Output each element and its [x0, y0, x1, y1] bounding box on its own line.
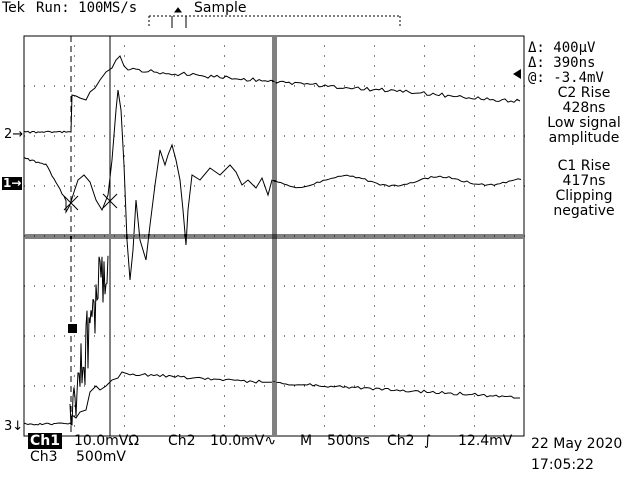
timebase-label: M: [300, 433, 313, 449]
c2-note-line: 428ns: [562, 100, 606, 116]
c2-note: C2 Rise 428ns Low signal amplitude: [528, 86, 640, 146]
trigger-slope-icon: ∫: [424, 433, 432, 449]
ch1-label[interactable]: Ch1: [28, 433, 62, 449]
trigger-level: 12.4mV: [458, 433, 513, 449]
graticule-grid: [23, 35, 525, 437]
c2-note-line: C2 Rise: [557, 85, 611, 101]
timebase-scale: 500ns: [327, 433, 370, 449]
c1-note-line: C1 Rise: [557, 158, 611, 174]
ch1-marker: 1→: [2, 176, 23, 190]
at-voltage-readout: @: -3.4mV: [528, 70, 604, 86]
cursor-cross-2: [102, 193, 118, 209]
ch1-scale: 10.0mVΩ: [74, 433, 140, 449]
ch3-trace: [23, 371, 520, 426]
run-status: Run: 100MS/s: [36, 0, 138, 16]
trigger-marker: [68, 324, 77, 333]
c1-note-line: 417ns: [562, 173, 606, 189]
c1-note-line: Clipping: [555, 188, 613, 204]
time-readout: 17:05:22: [531, 457, 594, 473]
ch3-scale: 500mV: [76, 449, 126, 465]
ch2-label[interactable]: Ch2: [168, 433, 196, 449]
delta-voltage-readout: Δ: 400µV: [528, 40, 596, 56]
brand-label: Tek: [2, 0, 25, 16]
ch3-edge-noise: [69, 255, 109, 426]
date-readout: 22 May 2020: [531, 436, 623, 452]
trigger-level-arrow: [513, 69, 521, 79]
ch2-trace: [23, 55, 521, 134]
cursor-cross-1: [63, 195, 79, 211]
ch2-marker: 2→: [4, 127, 24, 142]
ch1-trace: [23, 89, 522, 281]
delta-time-readout: Δ: 390ns: [528, 55, 596, 71]
record-bracket: [148, 7, 401, 28]
ch3-label[interactable]: Ch3: [30, 449, 58, 465]
c1-note-line: negative: [553, 203, 615, 219]
c1-note: C1 Rise 417ns Clipping negative: [528, 159, 640, 219]
acquisition-mode: Sample: [194, 0, 247, 16]
c2-note-line: Low signal: [547, 115, 621, 131]
ch2-scale: 10.0mV∿: [210, 433, 277, 449]
trigger-source: Ch2: [387, 433, 415, 449]
ch3-marker: 3↓: [4, 419, 24, 434]
c2-note-line: amplitude: [548, 130, 620, 146]
